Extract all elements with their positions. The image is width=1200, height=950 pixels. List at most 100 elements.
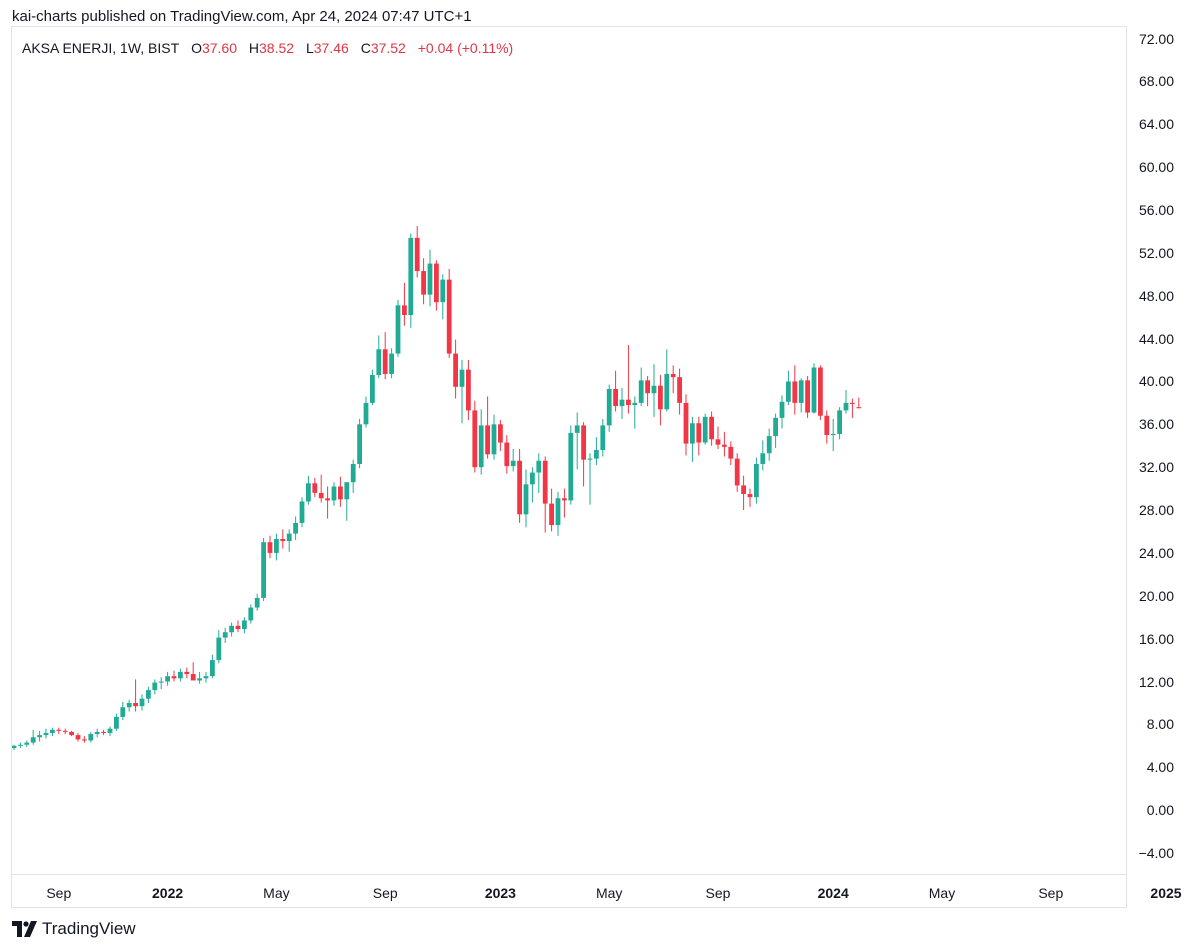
candle[interactable] xyxy=(638,367,644,407)
candle[interactable] xyxy=(856,397,862,409)
candle[interactable] xyxy=(402,282,407,326)
candle[interactable] xyxy=(62,728,68,735)
candle[interactable] xyxy=(363,396,369,428)
candle[interactable] xyxy=(542,456,548,533)
candle[interactable] xyxy=(242,617,247,634)
candle[interactable] xyxy=(587,453,593,505)
candle[interactable] xyxy=(811,363,817,414)
candle[interactable] xyxy=(408,233,414,328)
candle[interactable] xyxy=(741,475,746,511)
candle[interactable] xyxy=(613,370,618,412)
candle[interactable] xyxy=(43,728,49,739)
candle[interactable] xyxy=(261,537,266,602)
candle[interactable] xyxy=(75,732,81,742)
candle[interactable] xyxy=(568,425,574,505)
candle[interactable] xyxy=(446,268,452,358)
candle[interactable] xyxy=(171,670,177,682)
candle[interactable] xyxy=(88,731,94,743)
candle[interactable] xyxy=(222,627,228,643)
candle[interactable] xyxy=(517,448,522,523)
candle[interactable] xyxy=(600,418,606,457)
candle[interactable] xyxy=(178,668,183,682)
candle[interactable] xyxy=(747,488,753,507)
candle[interactable] xyxy=(152,679,158,695)
candle[interactable] xyxy=(805,376,810,418)
candle[interactable] xyxy=(491,414,497,460)
candle[interactable] xyxy=(773,413,778,448)
candle[interactable] xyxy=(626,345,631,414)
candle[interactable] xyxy=(843,390,849,414)
candle[interactable] xyxy=(421,258,426,305)
candle[interactable] xyxy=(427,249,433,307)
candle[interactable] xyxy=(114,713,119,731)
candle[interactable] xyxy=(126,699,132,712)
candle[interactable] xyxy=(382,332,388,380)
candle[interactable] xyxy=(267,535,273,559)
candle[interactable] xyxy=(50,727,55,737)
candle[interactable] xyxy=(581,422,586,487)
candle[interactable] xyxy=(715,426,721,449)
candle[interactable] xyxy=(440,274,446,320)
candle[interactable] xyxy=(645,376,650,407)
candle[interactable] xyxy=(690,416,695,462)
candle[interactable] xyxy=(56,727,62,735)
candle[interactable] xyxy=(318,474,324,503)
candle[interactable] xyxy=(165,671,170,686)
candle[interactable] xyxy=(325,486,330,519)
candle[interactable] xyxy=(133,679,138,712)
candle[interactable] xyxy=(101,729,106,736)
candle[interactable] xyxy=(696,416,702,456)
candle[interactable] xyxy=(824,410,830,444)
candle[interactable] xyxy=(203,671,209,683)
candle[interactable] xyxy=(837,407,842,440)
candle[interactable] xyxy=(850,398,855,418)
candle[interactable] xyxy=(523,469,529,528)
candle[interactable] xyxy=(574,412,580,470)
candle[interactable] xyxy=(248,604,254,624)
candle[interactable] xyxy=(677,368,682,415)
candle[interactable] xyxy=(216,630,222,664)
candle[interactable] xyxy=(286,529,292,552)
candle[interactable] xyxy=(395,299,401,357)
candle[interactable] xyxy=(466,360,471,421)
candle[interactable] xyxy=(18,742,23,748)
candlestick-plot[interactable] xyxy=(12,27,1126,873)
candle[interactable] xyxy=(389,348,394,379)
candle[interactable] xyxy=(664,349,670,412)
tradingview-brand[interactable]: TradingView xyxy=(12,919,136,939)
candle[interactable] xyxy=(651,364,657,417)
candle[interactable] xyxy=(786,370,791,406)
candle[interactable] xyxy=(485,396,490,459)
candle[interactable] xyxy=(792,365,798,415)
candle[interactable] xyxy=(37,730,42,742)
candle[interactable] xyxy=(734,453,740,492)
candle[interactable] xyxy=(562,488,567,518)
candle[interactable] xyxy=(728,441,734,466)
candle[interactable] xyxy=(190,662,196,681)
candle[interactable] xyxy=(549,488,554,532)
candle[interactable] xyxy=(120,701,126,721)
price-axis[interactable]: 72.00 68.00 64.00 60.00 56.00 52.00 48.00 44.00… xyxy=(1127,26,1200,875)
chart-pane[interactable] xyxy=(11,26,1127,908)
candle[interactable] xyxy=(472,400,478,473)
candle[interactable] xyxy=(754,457,759,504)
candle[interactable] xyxy=(504,435,510,474)
candle[interactable] xyxy=(709,411,714,446)
candle[interactable] xyxy=(670,365,676,394)
candle[interactable] xyxy=(376,335,382,379)
candle[interactable] xyxy=(658,375,663,426)
candle[interactable] xyxy=(306,475,311,505)
candle[interactable] xyxy=(235,620,241,633)
candle[interactable] xyxy=(344,482,350,521)
candle[interactable] xyxy=(94,728,100,738)
candle[interactable] xyxy=(632,396,638,429)
candle[interactable] xyxy=(818,365,823,421)
candle[interactable] xyxy=(350,459,356,493)
candle[interactable] xyxy=(760,440,766,471)
candle[interactable] xyxy=(530,467,535,503)
candle[interactable] xyxy=(722,431,727,457)
candle[interactable] xyxy=(139,694,145,711)
candle[interactable] xyxy=(459,360,465,424)
candle[interactable] xyxy=(280,529,286,549)
candle[interactable] xyxy=(830,418,836,452)
